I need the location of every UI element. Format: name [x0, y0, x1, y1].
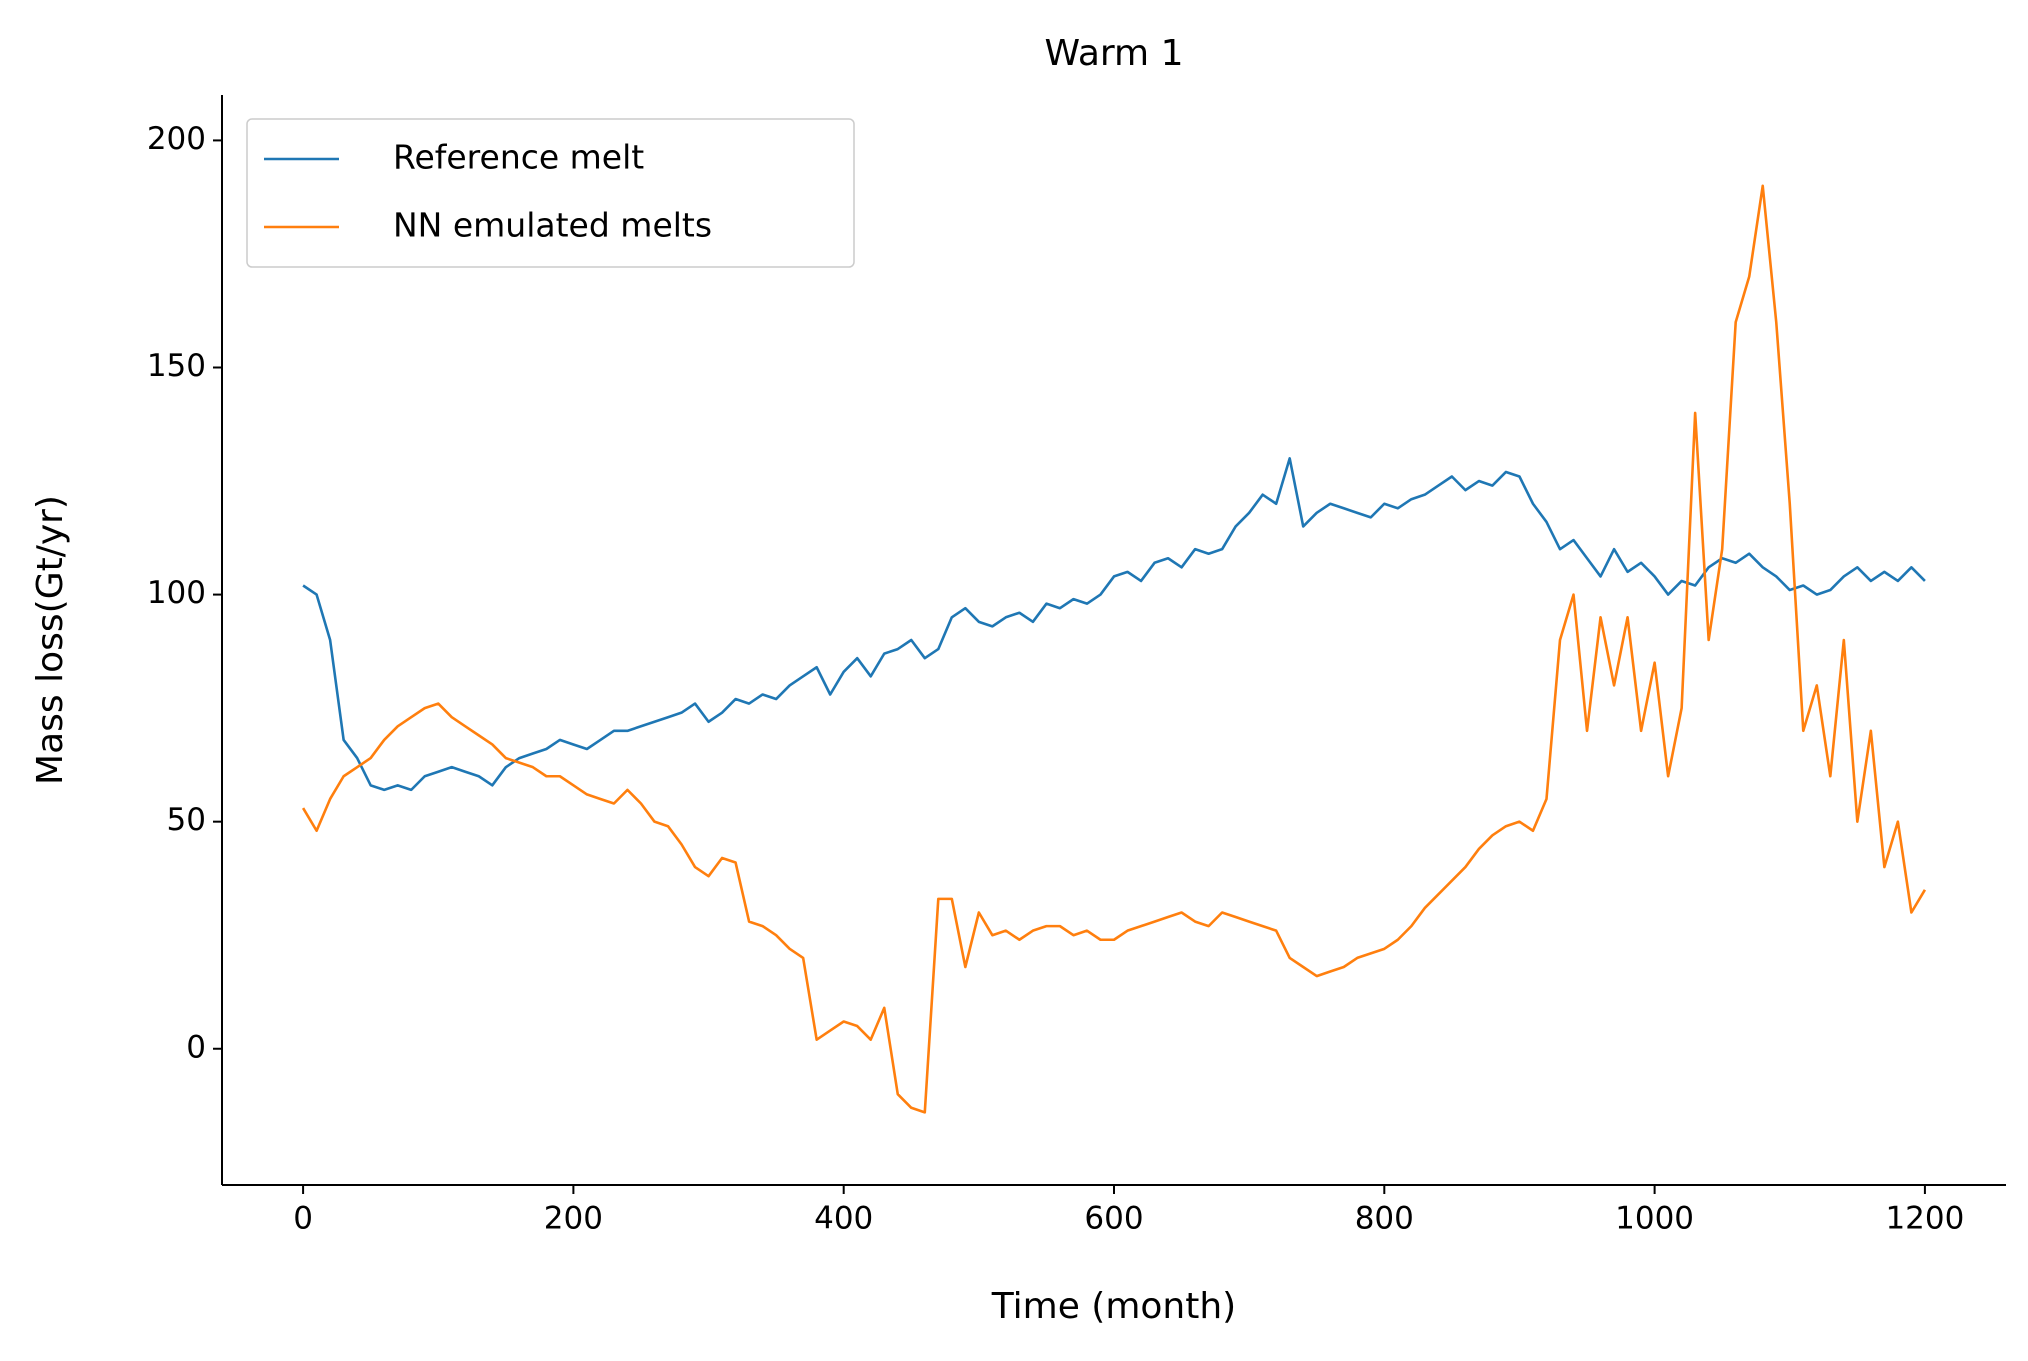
x-tick-label: 600 — [1084, 1201, 1143, 1237]
y-tick-label: 50 — [167, 802, 206, 838]
legend-label: Reference melt — [393, 138, 644, 177]
y-tick-label: 0 — [186, 1029, 206, 1065]
y-tick-label: 150 — [147, 348, 206, 384]
legend-box — [246, 118, 855, 268]
chart-title: Warm 1 — [1045, 33, 1184, 74]
line-series — [302, 457, 1926, 792]
y-tick-label: 200 — [147, 121, 206, 157]
x-tick-label: 200 — [544, 1201, 603, 1237]
x-tick-label: 400 — [814, 1201, 873, 1237]
y-tick-label: 100 — [147, 575, 206, 611]
x-axis-label: Time (month) — [991, 1286, 1236, 1327]
x-tick-label: 0 — [293, 1201, 313, 1237]
y-axis-label: Mass loss(Gt/yr) — [30, 495, 71, 785]
x-tick-label: 800 — [1355, 1201, 1414, 1237]
legend-label: NN emulated melts — [393, 206, 712, 245]
x-tick-label: 1200 — [1885, 1201, 1964, 1237]
line-series — [301, 184, 1927, 1114]
x-tick-label: 1000 — [1615, 1201, 1694, 1237]
